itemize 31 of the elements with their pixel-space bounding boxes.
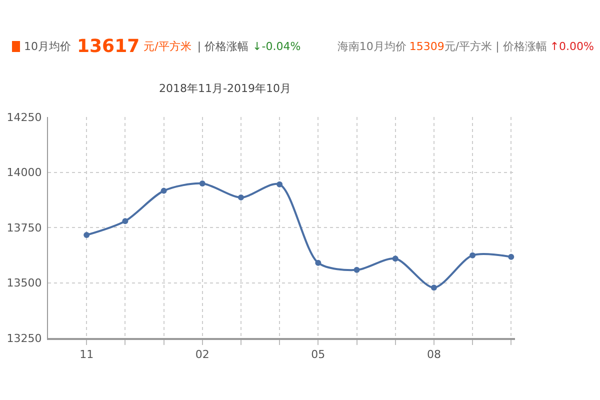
point [508,254,514,260]
point [276,181,283,188]
x-tick-label: 11 [80,348,94,362]
point [160,188,167,194]
y-tick-label: 14000 [6,166,42,180]
text: 13617 [77,36,140,56]
x-tick-label: 02 [195,348,210,362]
text: ↓-0.04% [252,40,301,52]
y-tick-label: 13750 [6,221,42,234]
point [392,256,398,262]
text: 10月均价 [24,38,71,54]
point [199,180,206,187]
x-tick-label: 08 [426,348,441,362]
chart-title: 2018年11月-2019年10月 [159,82,291,95]
text: 15309 [409,40,444,52]
text: 元/平方米 | 价格涨幅 [444,38,547,54]
text: | 价格涨幅 [197,38,249,54]
point [430,284,437,291]
point [470,252,476,258]
point [84,232,90,238]
point [354,266,360,273]
x-tick-label: 05 [311,348,326,362]
point [122,218,128,224]
text: 元/平方米 [144,38,192,54]
point [238,194,244,200]
text: 海南10月均价 [337,38,406,54]
y-tick-label: 13250 [6,332,42,345]
y-tick-label: 13500 [6,276,42,290]
text: ↑0.00% [550,40,594,52]
point [315,260,322,266]
y-tick-label: 14250 [6,110,42,124]
